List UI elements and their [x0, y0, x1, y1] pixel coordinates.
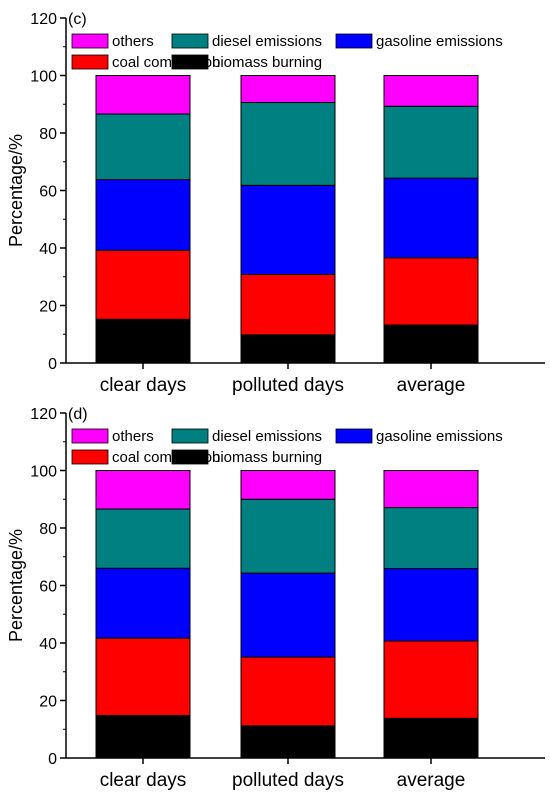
- bar-segment-coal-combustion-polluted-days: [240, 656, 336, 727]
- legend-swatch-diesel-emissions: [171, 428, 209, 444]
- bar-segment-diesel-emissions-average: [383, 507, 479, 570]
- legend-label-gasoline-emissions: gasoline emissions: [376, 33, 503, 50]
- legend-label-others: others: [112, 428, 154, 445]
- x-category-label: clear days: [100, 375, 187, 396]
- y-axis-label: Percentage/%: [6, 529, 26, 642]
- bar-segment-coal-combustion-clear-days: [95, 637, 191, 716]
- legend-label-diesel-emissions: diesel emissions: [212, 428, 322, 445]
- y-tick-label: 0: [48, 356, 57, 373]
- bar-segment-diesel-emissions-clear-days: [95, 113, 191, 181]
- legend-label-gasoline-emissions: gasoline emissions: [376, 428, 503, 445]
- legend-label-biomass-burning: biomass burning: [212, 54, 322, 71]
- legend-swatch-diesel-emissions: [171, 33, 209, 49]
- panel-d: clear days polluted days average 0 20 40 60 80 1…: [6, 406, 545, 791]
- legend-swatch-coal-combustion: [71, 449, 109, 465]
- bar-segment-coal-combustion-clear-days: [95, 249, 191, 320]
- legend-swatch-others: [71, 428, 109, 444]
- legend-swatch-gasoline-emissions: [335, 428, 373, 444]
- bar-segment-others-average: [383, 470, 479, 509]
- x-category-label: average: [397, 770, 466, 791]
- bar-segment-gasoline-emissions-clear-days: [95, 179, 191, 251]
- bar-segment-gasoline-emissions-polluted-days: [240, 572, 336, 658]
- bar-segment-gasoline-emissions-clear-days: [95, 567, 191, 639]
- bar-segment-biomass-burning-clear-days: [95, 318, 191, 364]
- legend-label-biomass-burning: biomass burning: [212, 449, 322, 466]
- legend-label-diesel-emissions: diesel emissions: [212, 33, 322, 50]
- y-tick-label: 60: [39, 184, 57, 201]
- bar-segment-biomass-burning-polluted-days: [240, 725, 336, 759]
- y-tick-label: 60: [39, 579, 57, 596]
- bar-segment-others-polluted-days: [240, 75, 336, 104]
- y-tick-label: 0: [48, 751, 57, 768]
- legend-swatch-biomass-burning: [171, 54, 209, 70]
- legend-swatch-biomass-burning: [171, 449, 209, 465]
- bar-segment-biomass-burning-average: [383, 717, 479, 759]
- bar-segment-diesel-emissions-polluted-days: [240, 102, 336, 186]
- bar-segment-biomass-burning-clear-days: [95, 714, 191, 759]
- bar-segment-biomass-burning-polluted-days: [240, 334, 336, 364]
- y-tick-label: 80: [39, 126, 57, 143]
- x-category-label: polluted days: [232, 375, 344, 396]
- panel-c: clear days polluted days average 0 20 40 60 80 1…: [6, 11, 545, 396]
- bar-segment-others-clear-days: [95, 470, 191, 510]
- bar-segment-coal-combustion-average: [383, 257, 479, 326]
- y-tick-label: 100: [30, 464, 57, 481]
- legend-swatch-gasoline-emissions: [335, 33, 373, 49]
- x-category-label: average: [397, 375, 466, 396]
- x-category-label: polluted days: [232, 770, 344, 791]
- bar-segment-diesel-emissions-polluted-days: [240, 498, 336, 574]
- bar-segment-gasoline-emissions-average: [383, 177, 479, 259]
- y-tick-label: 40: [39, 241, 57, 258]
- y-tick-label: 120: [30, 11, 57, 28]
- legend-swatch-others: [71, 33, 109, 49]
- y-axis-label: Percentage/%: [6, 134, 26, 247]
- y-tick-label: 80: [39, 521, 57, 538]
- bar-segment-diesel-emissions-clear-days: [95, 508, 191, 569]
- bar-segment-biomass-burning-average: [383, 324, 479, 364]
- bar-segment-others-average: [383, 75, 479, 107]
- bar-segment-others-polluted-days: [240, 470, 336, 500]
- y-tick-label: 100: [30, 69, 57, 86]
- bar-segment-coal-combustion-average: [383, 640, 479, 719]
- y-tick-label: 40: [39, 636, 57, 653]
- y-tick-label: 20: [39, 299, 57, 316]
- y-tick-label: 20: [39, 694, 57, 711]
- panel-label: (c): [68, 11, 87, 28]
- legend-label-others: others: [112, 33, 154, 50]
- panel-label: (d): [68, 406, 88, 423]
- legend-swatch-coal-combustion: [71, 54, 109, 70]
- bar-segment-coal-combustion-polluted-days: [240, 273, 336, 336]
- bar-segment-gasoline-emissions-average: [383, 568, 479, 642]
- bar-segment-others-clear-days: [95, 75, 191, 115]
- y-tick-label: 120: [30, 406, 57, 423]
- bar-segment-gasoline-emissions-polluted-days: [240, 184, 336, 275]
- x-category-label: clear days: [100, 770, 187, 791]
- bar-segment-diesel-emissions-average: [383, 105, 479, 179]
